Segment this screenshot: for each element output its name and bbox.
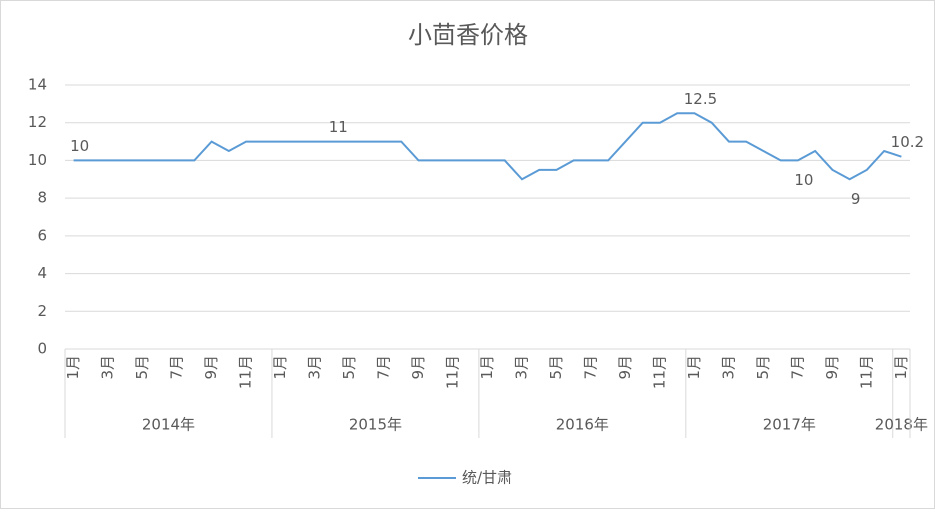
x-tick-label: 5月 (754, 355, 772, 380)
x-tick-label: 11月 (237, 355, 255, 389)
data-label: 10.2 (891, 133, 924, 151)
y-tick-label: 8 (37, 189, 47, 207)
x-tick-label: 7月 (581, 355, 599, 380)
x-tick-label: 11月 (650, 355, 668, 389)
x-tick-label: 11月 (857, 355, 875, 389)
y-tick-label: 4 (37, 264, 47, 282)
x-tick-label: 1月 (685, 355, 703, 380)
data-label: 12.5 (684, 90, 717, 108)
x-tick-label: 1月 (271, 355, 289, 380)
x-tick-label: 3月 (719, 355, 737, 380)
x-group-label: 2016年 (556, 416, 609, 434)
x-tick-label: 7月 (168, 355, 186, 380)
x-tick-label: 11月 (444, 355, 462, 389)
y-tick-label: 2 (37, 302, 47, 320)
x-tick-label: 7月 (788, 355, 806, 380)
x-tick-label: 7月 (375, 355, 393, 380)
line (73, 112, 902, 181)
y-tick-label: 12 (28, 113, 47, 131)
x-tick-label: 1月 (892, 355, 910, 380)
x-group-label: 2018年 (875, 416, 928, 434)
x-group-label: 2014年 (142, 416, 195, 434)
x-tick-label: 3月 (99, 355, 117, 380)
data-label: 10 (794, 171, 813, 189)
x-group-label: 2015年 (349, 416, 402, 434)
data-label: 9 (851, 190, 861, 208)
x-tick-label: 9月 (616, 355, 634, 380)
y-tick-label: 10 (28, 151, 47, 169)
x-tick-label: 3月 (306, 355, 324, 380)
x-group-label: 2017年 (763, 416, 816, 434)
x-tick-label: 5月 (340, 355, 358, 380)
y-tick-label: 0 (37, 340, 47, 358)
x-tick-label: 9月 (823, 355, 841, 380)
x-tick-label: 1月 (64, 355, 82, 380)
x-tick-label: 9月 (409, 355, 427, 380)
x-tick-label: 5月 (547, 355, 565, 380)
x-tick-label: 5月 (133, 355, 151, 380)
data-label: 10 (70, 137, 89, 155)
y-tick-label: 6 (37, 226, 47, 244)
x-tick-label: 3月 (512, 355, 530, 380)
data-label: 11 (329, 118, 348, 136)
x-tick-label: 9月 (202, 355, 220, 380)
x-tick-label: 1月 (478, 355, 496, 380)
y-tick-label: 14 (28, 76, 47, 94)
chart-title: 小茴香价格 (408, 21, 528, 49)
legend-label: 统/甘肃 (462, 469, 512, 487)
